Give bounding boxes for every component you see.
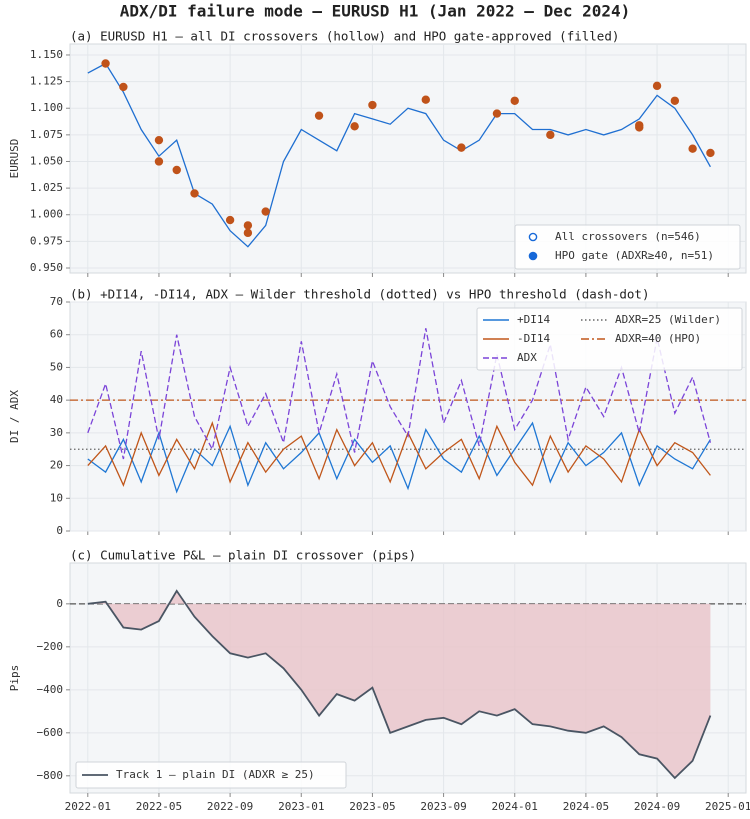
x-tick-label: 2023-01 [278,800,324,813]
legend-label: -DI14 [517,332,550,345]
crossover-marker [652,81,662,91]
crossover-marker [350,122,359,131]
crossover-marker [154,135,164,145]
y-tick-label: −400 [37,683,64,696]
x-tick-label: 2024-09 [634,800,680,813]
y-tick-label: 0.975 [30,234,63,247]
series-line [87,421,711,494]
y-tick-label: 1.125 [30,75,63,88]
plot-content [87,59,715,248]
x-tick-label: 2023-09 [420,800,466,813]
y-tick-label: 10 [50,491,63,504]
x-tick-label: 2025-01 [705,800,750,813]
y-tick-label: 60 [50,328,63,341]
legend-label: Track 1 — plain DI (ADXR ≥ 25) [116,768,315,781]
y-tick-label: −800 [37,769,64,782]
panel-title: (b) +DI14, -DI14, ADX — Wilder threshold… [70,287,649,302]
crossover-marker [670,96,680,105]
crossover-marker [243,221,253,230]
legend-label: ADX [517,351,537,364]
legend-marker [528,232,538,242]
legend-label: ADXR=40 (HPO) [615,332,701,345]
y-tick-label: 1.025 [30,181,63,194]
y-tick-label: 20 [50,459,63,472]
crossover-marker [688,144,697,153]
crossover-marker [190,189,199,198]
y-tick-label: 50 [50,360,63,373]
plot-content [70,328,746,494]
y-tick-label: 1.150 [30,48,63,61]
series-line [87,589,712,780]
crossover-marker [119,82,128,92]
panel-title: (a) EURUSD H1 — all DI crossovers (hollo… [70,29,619,44]
x-tick-label: 2023-05 [349,800,395,813]
y-tick-label: 1.075 [30,128,63,141]
series-line [87,62,711,248]
legend-label: All crossovers (n=546) [555,230,701,243]
x-tick-label: 2024-01 [492,800,538,813]
x-tick-label: 2022-09 [207,800,253,813]
series-line [87,328,712,460]
crossover-marker [101,59,110,68]
legend-marker [528,251,538,261]
y-tick-label: 0 [56,597,63,610]
crossover-marker [368,100,377,110]
crossover-marker [261,207,270,216]
y-tick-label: 70 [50,295,63,308]
crossover-marker [421,95,430,104]
y-tick-label: −200 [37,640,64,653]
y-tick-label: 1.100 [30,101,63,114]
y-tick-label: 1.050 [30,154,63,167]
legend-label: +DI14 [517,313,550,326]
loss-area [87,590,711,778]
legend-label: HPO gate (ADXR≥40, n=51) [555,249,714,262]
y-tick-label: 0 [56,524,63,537]
crossover-marker [154,157,164,166]
legend-label: ADXR=25 (Wilder) [615,313,721,326]
y-tick-label: 40 [50,393,63,406]
crossover-marker [635,121,644,130]
x-tick-label: 2022-05 [136,800,182,813]
legend-box [476,307,743,371]
series-line [87,421,711,487]
crossover-marker [510,96,519,105]
crossover-marker [457,143,466,152]
crossover-marker [706,148,715,158]
y-axis-label: EURUSD [8,139,21,179]
y-tick-label: 1.000 [30,208,63,221]
y-axis-label: Pips [8,665,21,692]
panel-title: (c) Cumulative P&L — plain DI crossover … [70,548,416,563]
crossover-marker [225,215,235,225]
y-tick-label: 30 [50,426,63,439]
legend-box [514,224,741,270]
crossover-marker [314,111,324,120]
crossover-marker [243,228,253,238]
x-tick-label: 2022-01 [65,800,111,813]
y-axis-label: DI / ADX [8,390,21,443]
crossover-marker [172,165,181,175]
y-tick-label: 0.950 [30,261,63,274]
plot-content [70,589,746,780]
legend-box [75,761,347,789]
figure-title: ADX/DI failure mode — EURUSD H1 (Jan 202… [120,2,631,21]
x-tick-label: 2024-05 [563,800,609,813]
crossover-marker [492,109,502,118]
crossover-marker [546,130,555,140]
y-tick-label: −600 [37,726,64,739]
